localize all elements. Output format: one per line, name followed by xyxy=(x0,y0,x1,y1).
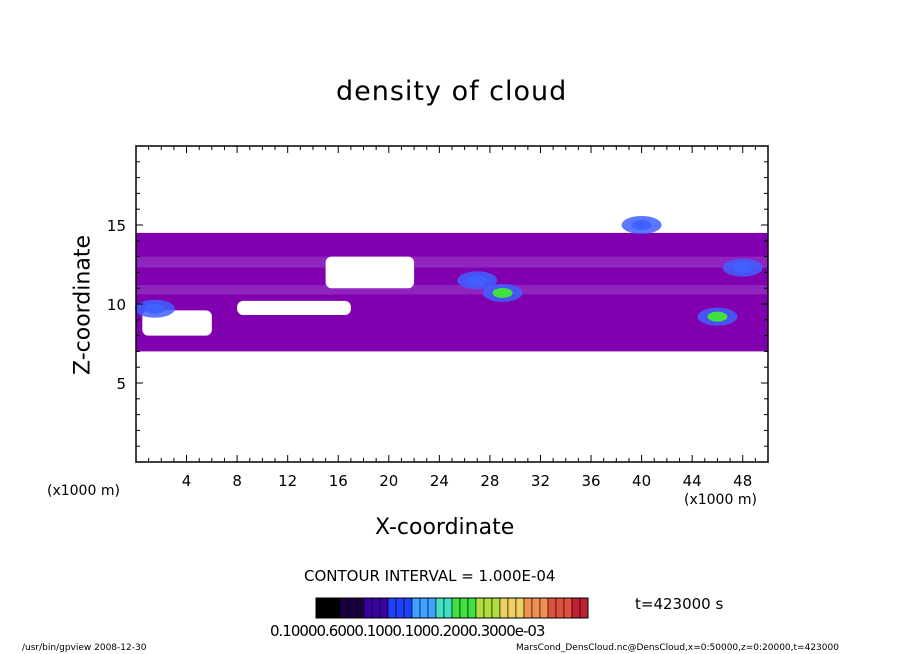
clear-region-1 xyxy=(237,300,351,316)
x-tick-label-24: 24 xyxy=(430,472,449,490)
colorbar-cell-28 xyxy=(539,597,549,619)
footer-right: MarsCond_DensCloud.nc@DensCloud,x=0:5000… xyxy=(516,643,839,653)
colorbar-cell-16 xyxy=(443,597,453,619)
y-tick-label-15: 15 xyxy=(107,217,126,235)
colorbar-cell-9 xyxy=(387,597,397,619)
colorbar-cell-7 xyxy=(371,597,381,619)
colorbar-cell-33 xyxy=(579,597,589,619)
cloud-streak-0 xyxy=(136,256,768,268)
x-axis-title: X-coordinate xyxy=(375,515,515,540)
colorbar-cell-8 xyxy=(379,597,389,619)
colorbar-cell-4 xyxy=(347,597,357,619)
colorbar-cell-21 xyxy=(483,597,493,619)
density-core-0 xyxy=(144,303,165,314)
colorbar-cell-11 xyxy=(403,597,413,619)
colorbar-cell-27 xyxy=(531,597,541,619)
time-label: t=423000 s xyxy=(635,595,724,613)
density-core-3 xyxy=(707,311,728,322)
colorbar-cell-3 xyxy=(339,597,349,619)
colorbar-frame xyxy=(315,597,589,619)
clear-region-0 xyxy=(325,256,415,289)
colorbar-labels: 0.10000.6000.1000.1000.2000.3000e-03 xyxy=(270,622,545,640)
colorbar-cell-12 xyxy=(411,597,421,619)
density-core-2 xyxy=(467,275,488,286)
colorbar-cell-18 xyxy=(459,597,469,619)
colorbar-cell-14 xyxy=(427,597,437,619)
x-tick-label-4: 4 xyxy=(182,472,192,490)
cloud-streak-1 xyxy=(136,285,768,295)
y-tick-label-5: 5 xyxy=(116,375,126,393)
colorbar-cell-22 xyxy=(491,597,501,619)
colorbar-cell-19 xyxy=(467,597,477,619)
footer-left: /usr/bin/gpview 2008-12-30 xyxy=(22,643,147,653)
chart-title: density of cloud xyxy=(336,76,568,107)
colorbar-cell-31 xyxy=(563,597,573,619)
x-tick-label-40: 40 xyxy=(632,472,651,490)
colorbar-cell-0 xyxy=(315,597,325,619)
x-tick-label-8: 8 xyxy=(232,472,242,490)
colorbar-cell-29 xyxy=(547,597,557,619)
colorbar-cell-24 xyxy=(507,597,517,619)
contour-interval-label: CONTOUR INTERVAL = 1.000E-04 xyxy=(304,567,556,585)
x-tick-label-12: 12 xyxy=(278,472,297,490)
colorbar-cell-23 xyxy=(499,597,509,619)
colorbar-cell-32 xyxy=(571,597,581,619)
density-core-4 xyxy=(631,220,652,230)
y-axis-title: Z-coordinate xyxy=(70,235,96,375)
colorbar-cell-20 xyxy=(475,597,485,619)
y-tick-label-10: 10 xyxy=(107,296,126,314)
x-unit-label-right: (x1000 m) xyxy=(684,492,757,508)
x-unit-label-left: (x1000 m) xyxy=(47,483,120,499)
x-tick-label-48: 48 xyxy=(733,472,752,490)
colorbar-cell-13 xyxy=(419,597,429,619)
x-tick-label-16: 16 xyxy=(329,472,348,490)
colorbar-cell-6 xyxy=(363,597,373,619)
colorbar-cell-2 xyxy=(331,597,341,619)
x-tick-label-32: 32 xyxy=(531,472,550,490)
density-core-5 xyxy=(732,262,753,273)
x-tick-label-44: 44 xyxy=(683,472,702,490)
density-core-1 xyxy=(492,287,513,298)
x-tick-label-36: 36 xyxy=(581,472,600,490)
x-tick-label-28: 28 xyxy=(480,472,499,490)
x-tick-label-20: 20 xyxy=(379,472,398,490)
colorbar-cell-10 xyxy=(395,597,405,619)
colorbar-cell-1 xyxy=(323,597,333,619)
colorbar-cell-17 xyxy=(451,597,461,619)
colorbar-cell-15 xyxy=(435,597,445,619)
colorbar-cell-30 xyxy=(555,597,565,619)
colorbar-cell-5 xyxy=(355,597,365,619)
colorbar-cell-25 xyxy=(515,597,525,619)
colorbar-cell-26 xyxy=(523,597,533,619)
